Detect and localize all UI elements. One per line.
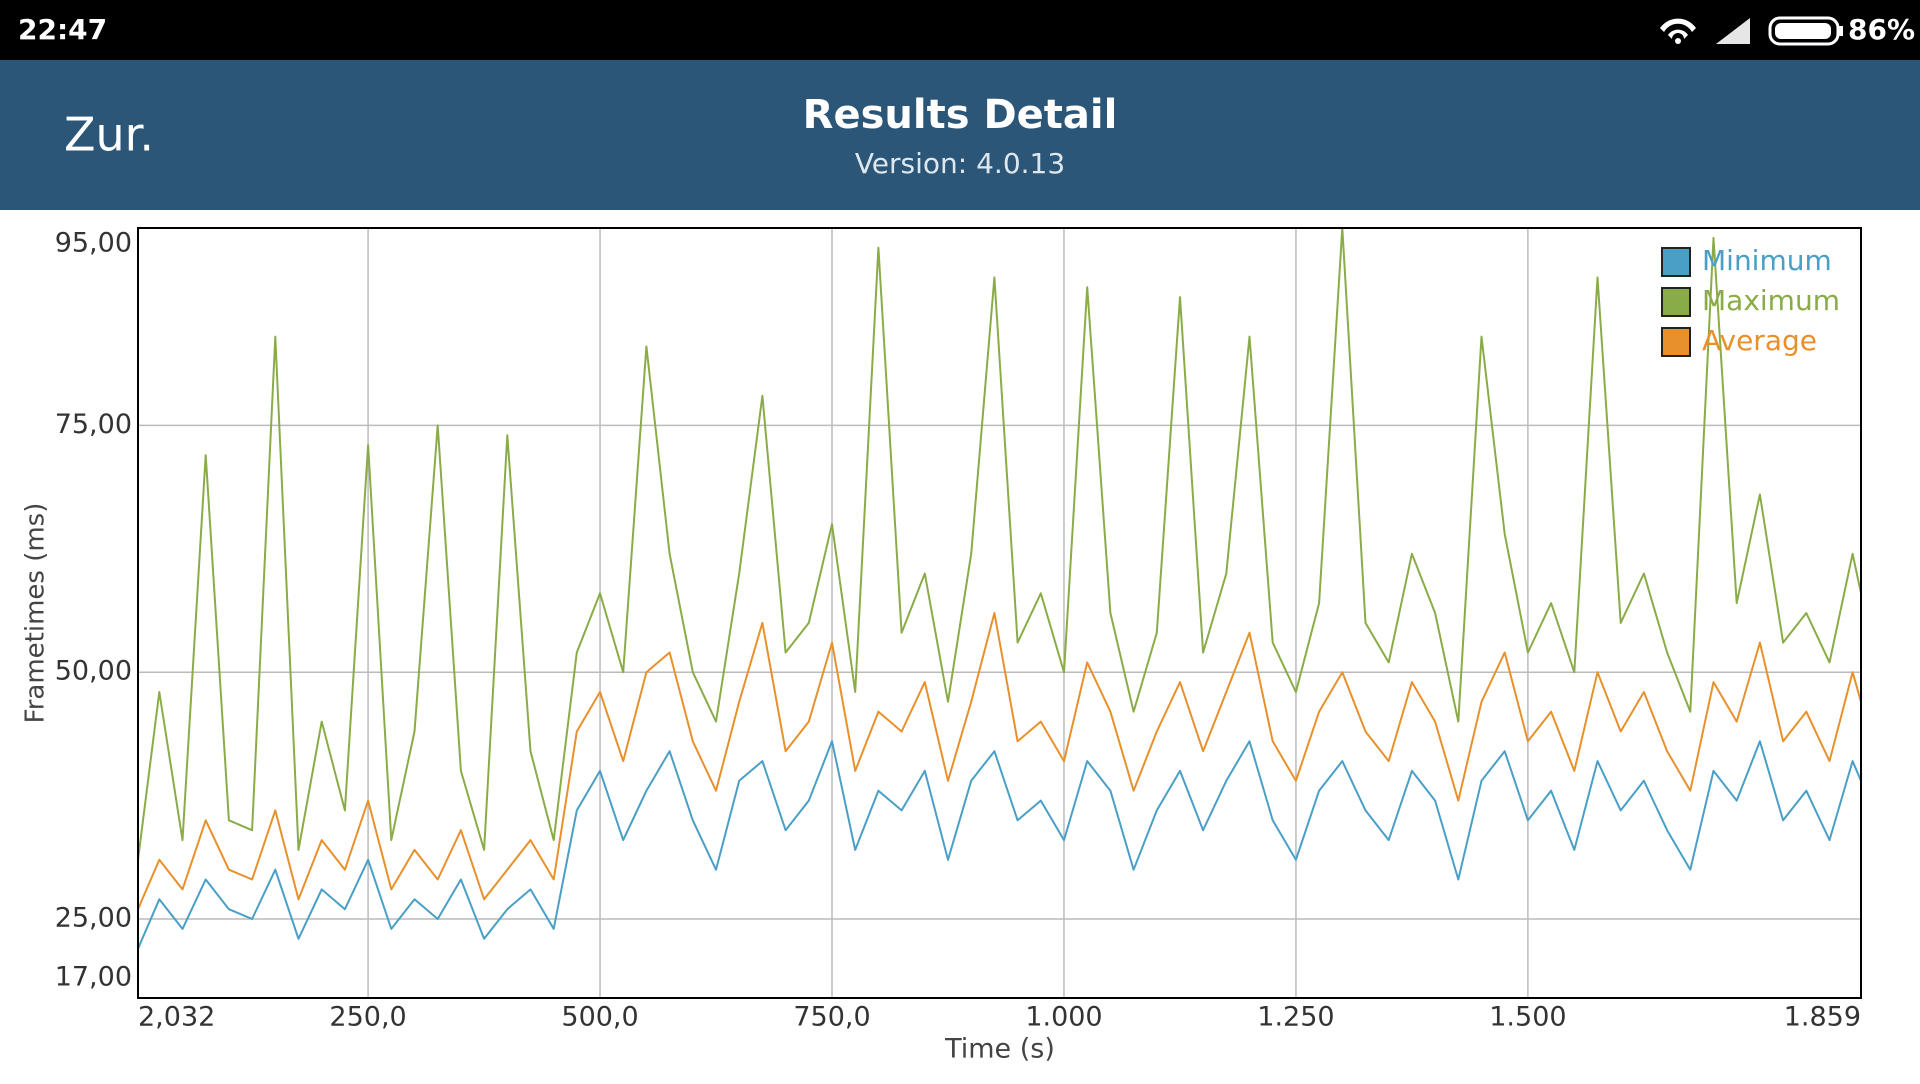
- y-tick-label: 25,00: [55, 903, 132, 934]
- x-tick-label: 750,0: [793, 1002, 870, 1033]
- series-line: [137, 612, 1862, 910]
- y-tick-label: 75,00: [55, 409, 132, 440]
- series-line: [137, 227, 1862, 860]
- y-tick-label: 17,00: [55, 962, 132, 993]
- y-axis-label: Frametimes (ms): [21, 503, 51, 724]
- signal-icon: [1716, 18, 1750, 44]
- battery-percent: 86%: [1848, 13, 1915, 46]
- status-bar: [0, 0, 1920, 60]
- x-axis-label: Time (s): [944, 1034, 1055, 1065]
- status-icons: [1660, 16, 1843, 46]
- plot-border: [137, 227, 1862, 999]
- x-tick-label: 1.000: [1025, 1002, 1102, 1033]
- x-tick-label: 250,0: [329, 1002, 406, 1033]
- x-tick-label: 500,0: [561, 1002, 638, 1033]
- wifi-dot: [1675, 38, 1681, 44]
- legend-swatch: [1661, 287, 1691, 317]
- legend-swatch: [1661, 327, 1691, 357]
- header-title: Results Detail: [803, 92, 1118, 138]
- legend-label: Minimum: [1702, 244, 1832, 277]
- battery-level: [1775, 23, 1831, 39]
- x-tick-label: 2,032: [138, 1002, 215, 1033]
- series-line: [137, 740, 1862, 949]
- x-tick-label: 1.859: [1784, 1002, 1861, 1033]
- x-tick-label: 1.250: [1257, 1002, 1334, 1033]
- back-button[interactable]: Zur.: [64, 108, 154, 162]
- legend-swatch: [1661, 247, 1691, 277]
- header-subtitle: Version: 4.0.13: [855, 147, 1065, 180]
- plot: [137, 227, 1862, 999]
- app-header: [0, 60, 1920, 210]
- x-tick-label: 1.500: [1489, 1002, 1566, 1033]
- y-tick-label: 50,00: [55, 656, 132, 687]
- legend-label: Maximum: [1702, 284, 1840, 317]
- battery-outline: [1768, 16, 1840, 46]
- y-tick-label: 95,00: [55, 228, 132, 259]
- status-time: 22:47: [18, 13, 107, 46]
- battery-tip: [1839, 26, 1843, 36]
- wifi-icon: [1660, 18, 1696, 39]
- legend-label: Average: [1702, 324, 1817, 357]
